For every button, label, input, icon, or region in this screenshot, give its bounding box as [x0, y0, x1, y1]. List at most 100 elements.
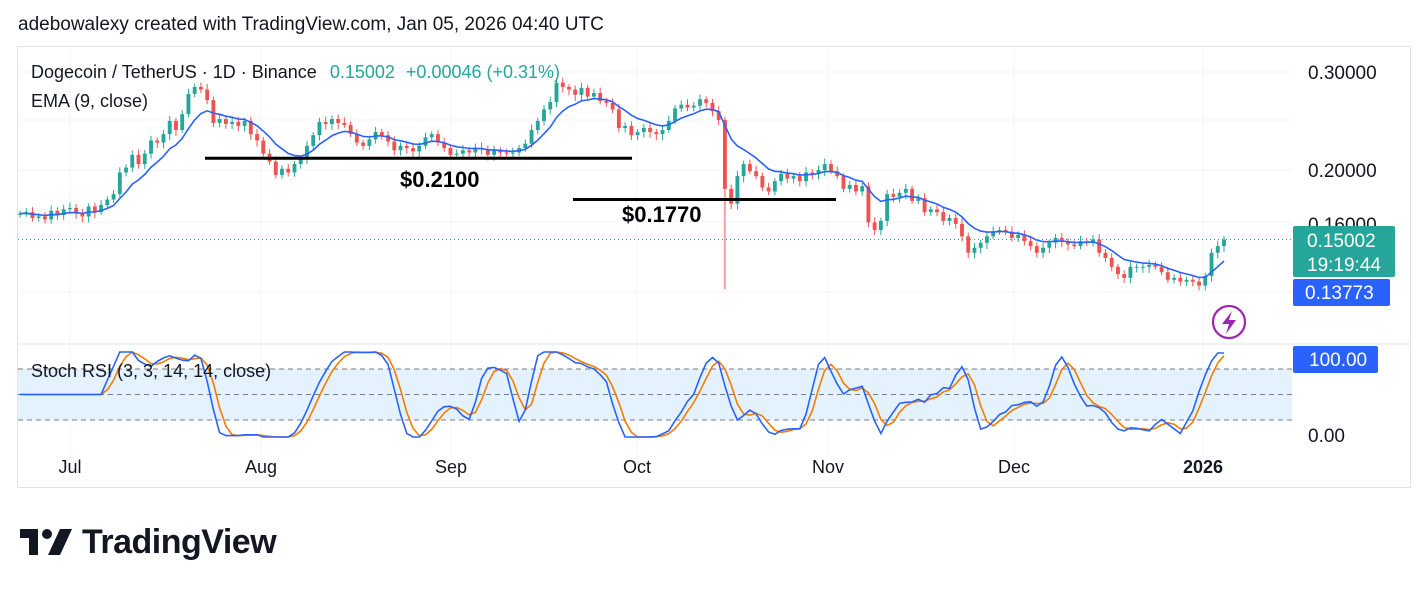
candle[interactable] — [442, 137, 447, 152]
candle[interactable] — [1159, 262, 1164, 276]
last-price-tag[interactable]: 0.15002 19:19:44 — [1293, 226, 1395, 277]
candle[interactable] — [854, 179, 858, 196]
stoch-rsi-k-line[interactable] — [20, 351, 1224, 438]
candle[interactable] — [117, 167, 122, 198]
candle[interactable] — [991, 226, 996, 240]
candle[interactable] — [398, 142, 403, 156]
candle[interactable] — [891, 188, 896, 203]
candle[interactable] — [947, 214, 952, 226]
candle[interactable] — [554, 79, 559, 108]
candle[interactable] — [248, 116, 253, 141]
candle[interactable] — [1140, 262, 1145, 273]
candle[interactable] — [529, 124, 534, 148]
candle[interactable] — [448, 144, 453, 159]
tradingview-logo[interactable]: TradingView — [20, 522, 277, 562]
candle[interactable] — [772, 178, 777, 196]
candle[interactable] — [785, 168, 790, 184]
candle[interactable] — [1222, 236, 1226, 252]
candle[interactable] — [411, 142, 415, 158]
candle[interactable] — [317, 117, 322, 141]
candle[interactable] — [822, 158, 827, 177]
candle[interactable] — [804, 167, 808, 187]
candle[interactable] — [623, 122, 628, 133]
candle[interactable] — [910, 185, 915, 204]
candle[interactable] — [747, 159, 752, 175]
symbol-title[interactable]: Dogecoin / TetherUS · 1D · Binance — [31, 62, 317, 82]
candle[interactable] — [1128, 261, 1133, 284]
candle[interactable] — [504, 148, 509, 157]
candle[interactable] — [473, 143, 478, 158]
candle[interactable] — [985, 232, 989, 249]
candle[interactable] — [860, 183, 865, 196]
candle[interactable] — [167, 115, 172, 141]
candle[interactable] — [74, 204, 79, 219]
candle[interactable] — [379, 128, 384, 140]
candle[interactable] — [136, 149, 141, 169]
candle[interactable] — [629, 121, 634, 140]
candle[interactable] — [205, 84, 210, 105]
candle[interactable] — [142, 149, 147, 169]
stoch-rsi-tag[interactable]: 100.00 — [1293, 346, 1378, 373]
candle[interactable] — [111, 189, 116, 203]
candle[interactable] — [323, 116, 328, 130]
candle[interactable] — [1009, 226, 1014, 242]
candle[interactable] — [342, 117, 347, 128]
candle[interactable] — [598, 87, 603, 105]
candle[interactable] — [155, 137, 160, 148]
candle[interactable] — [329, 115, 334, 130]
candle[interactable] — [1109, 253, 1114, 272]
candle[interactable] — [635, 129, 640, 141]
candle[interactable] — [729, 184, 734, 210]
candle[interactable] — [579, 82, 584, 101]
candle[interactable] — [24, 208, 29, 217]
lightning-bolt-icon[interactable] — [1211, 304, 1247, 340]
candle[interactable] — [960, 218, 964, 242]
candle[interactable] — [1066, 238, 1070, 251]
candle[interactable] — [161, 130, 166, 149]
candle[interactable] — [55, 207, 60, 220]
candle[interactable] — [972, 242, 977, 259]
candle[interactable] — [423, 132, 428, 149]
candle[interactable] — [386, 130, 390, 147]
candle[interactable] — [928, 206, 933, 216]
candle[interactable] — [542, 104, 546, 126]
candle[interactable] — [1147, 259, 1152, 273]
candle[interactable] — [255, 128, 259, 147]
candle[interactable] — [616, 103, 621, 133]
candle[interactable] — [186, 88, 191, 118]
candle[interactable] — [1034, 242, 1039, 258]
candle[interactable] — [336, 114, 341, 130]
stoch-rsi-d-line[interactable] — [20, 351, 1225, 438]
candle[interactable] — [273, 156, 278, 179]
candle[interactable] — [230, 117, 235, 130]
candle[interactable] — [935, 205, 939, 217]
candle[interactable] — [130, 150, 135, 172]
ema-legend[interactable]: EMA (9, close) — [31, 91, 149, 111]
candle[interactable] — [174, 117, 178, 137]
candle[interactable] — [1041, 242, 1046, 258]
candle[interactable] — [716, 106, 721, 126]
candle[interactable] — [292, 161, 297, 177]
candle[interactable] — [978, 239, 983, 254]
candle[interactable] — [754, 165, 759, 180]
candle[interactable] — [1122, 270, 1127, 283]
candle[interactable] — [1028, 235, 1033, 251]
candle[interactable] — [80, 208, 85, 223]
candle[interactable] — [1203, 272, 1208, 291]
candle[interactable] — [648, 122, 653, 138]
candle[interactable] — [404, 141, 409, 154]
candle[interactable] — [367, 135, 372, 150]
candle[interactable] — [1022, 230, 1027, 246]
candle[interactable] — [348, 121, 353, 138]
candle[interactable] — [1209, 248, 1214, 282]
candle[interactable] — [280, 165, 284, 179]
candle[interactable] — [124, 164, 128, 177]
candle[interactable] — [741, 160, 746, 183]
candle[interactable] — [43, 212, 47, 224]
candle[interactable] — [941, 206, 946, 226]
candle[interactable] — [679, 100, 684, 112]
candle[interactable] — [198, 82, 203, 94]
candle[interactable] — [660, 125, 665, 141]
candle[interactable] — [1116, 263, 1120, 279]
